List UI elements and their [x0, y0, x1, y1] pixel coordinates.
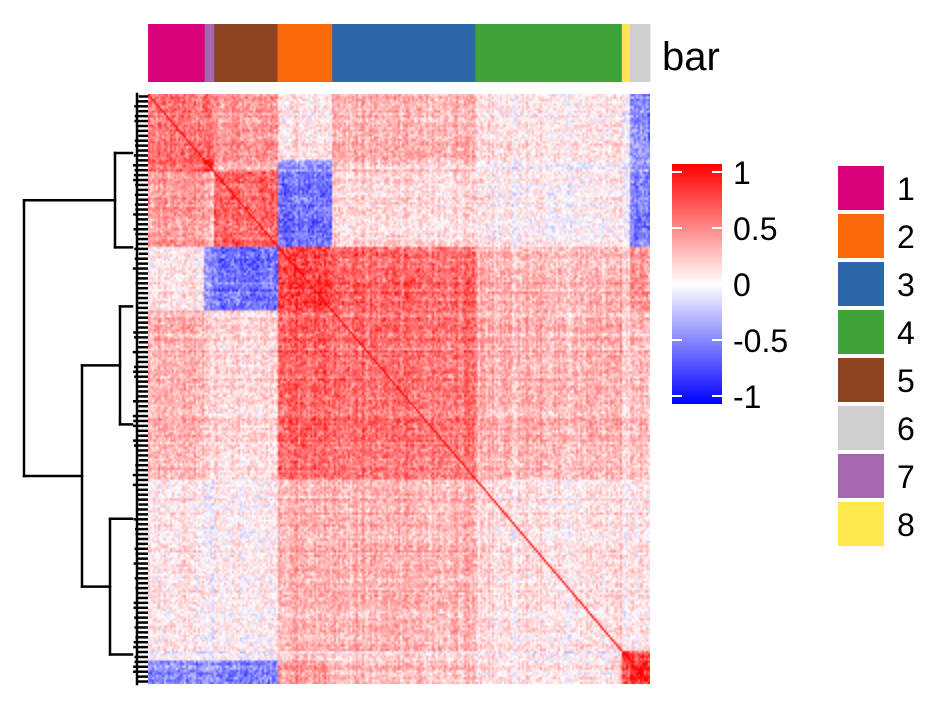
legend-label-4: 4 — [897, 315, 915, 351]
legend-swatch-8 — [838, 502, 884, 546]
legend-swatch-5 — [838, 358, 884, 402]
annotation-block-6 — [629, 24, 651, 82]
legend-label-2: 2 — [897, 219, 915, 255]
color-scale-legend: 1 0.5 0 -0.5 -1 — [672, 155, 788, 415]
legend-swatch-6 — [838, 406, 884, 450]
annotation-block-4 — [475, 24, 623, 82]
legend-label-7: 7 — [897, 459, 915, 495]
color-scale-tick-label: 0.5 — [733, 211, 777, 247]
heatmap-body — [148, 94, 650, 684]
legend-label-1: 1 — [897, 171, 915, 207]
row-dendrogram — [22, 92, 149, 686]
annotation-block-5 — [214, 24, 278, 82]
legend-label-5: 5 — [897, 363, 915, 399]
annotation-block-1 — [148, 24, 206, 82]
legend-label-3: 3 — [897, 267, 915, 303]
legend-label-6: 6 — [897, 411, 915, 447]
color-scale-tick-label: -1 — [733, 379, 761, 415]
legend-label-8: 8 — [897, 507, 915, 543]
color-scale-tick-label: -0.5 — [733, 323, 788, 359]
legend-swatch-3 — [838, 262, 884, 306]
annotation-bar — [148, 24, 651, 82]
color-scale-tick-label: 0 — [733, 267, 751, 303]
annotation-block-8 — [621, 24, 631, 82]
color-scale-tick-label: 1 — [733, 155, 751, 191]
legend-swatch-4 — [838, 310, 884, 354]
legend-swatch-2 — [838, 214, 884, 258]
legend-swatch-7 — [838, 454, 884, 498]
annotation-block-7 — [204, 24, 215, 82]
heatmap-cells — [148, 94, 650, 684]
legend-swatch-1 — [838, 166, 884, 210]
annotation-bar-label: bar — [662, 35, 720, 79]
annotation-block-2 — [277, 24, 333, 82]
group-legend: 1 2 3 4 5 6 7 8 — [838, 166, 915, 546]
annotation-block-3 — [332, 24, 476, 82]
